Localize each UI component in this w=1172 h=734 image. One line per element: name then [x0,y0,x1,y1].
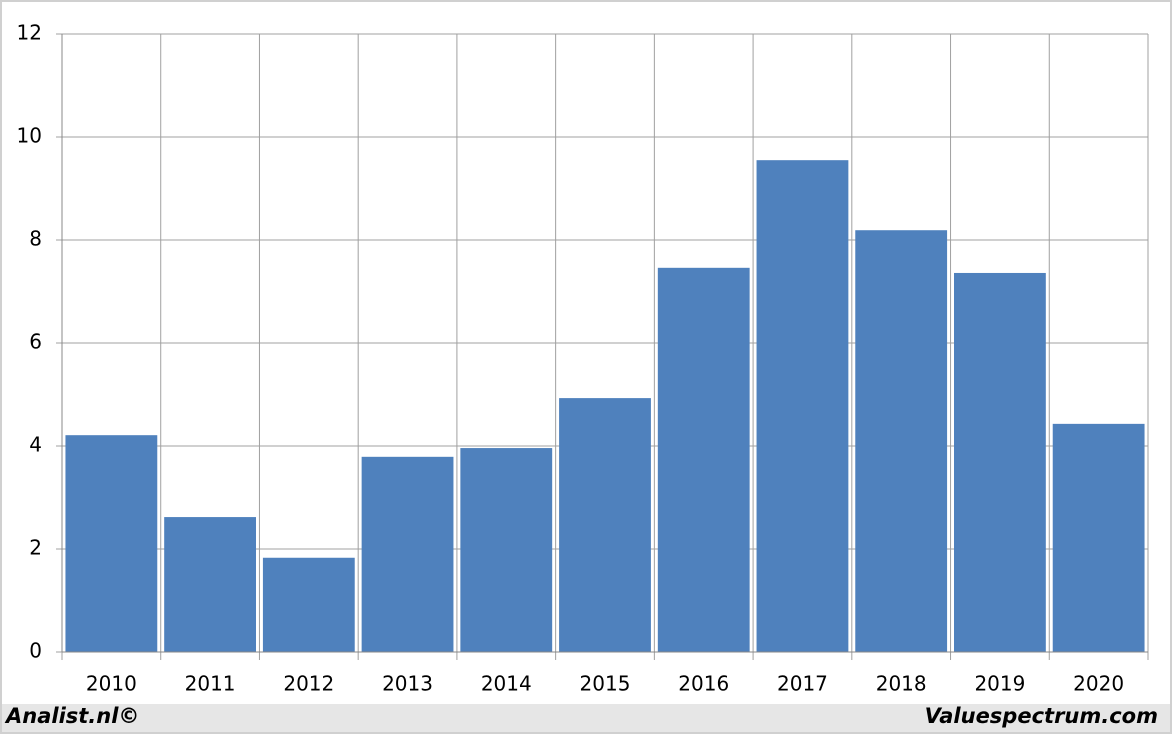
y-tick-label: 0 [29,639,42,663]
y-tick-label: 12 [17,21,42,45]
x-tick-label: 2019 [974,672,1025,696]
x-tick-label: 2018 [876,672,927,696]
y-tick-label: 6 [29,330,42,354]
bar [1052,423,1145,652]
y-tick-label: 4 [29,433,42,457]
bar [460,448,553,652]
y-tick-label: 8 [29,227,42,251]
bar [657,267,750,652]
x-tick-label: 2011 [185,672,236,696]
footer-left: Analist.nl© [4,704,139,728]
x-tick-label: 2013 [382,672,433,696]
bar [361,456,454,652]
x-tick-label: 2012 [283,672,334,696]
y-tick-label: 10 [17,124,42,148]
bar [164,517,256,652]
x-tick-label: 2010 [86,672,137,696]
bar [756,160,849,653]
bar [65,435,158,652]
x-tick-label: 2016 [678,672,729,696]
x-tick-label: 2014 [481,672,532,696]
x-tick-label: 2017 [777,672,828,696]
bar [262,557,355,652]
footer-right: Valuespectrum.com [925,704,1158,728]
y-tick-label: 2 [29,536,42,560]
bar [954,272,1046,652]
bar [559,398,651,652]
x-tick-label: 2020 [1073,672,1124,696]
footer-band [2,704,1170,732]
bar [855,230,948,652]
x-tick-label: 2015 [580,672,631,696]
